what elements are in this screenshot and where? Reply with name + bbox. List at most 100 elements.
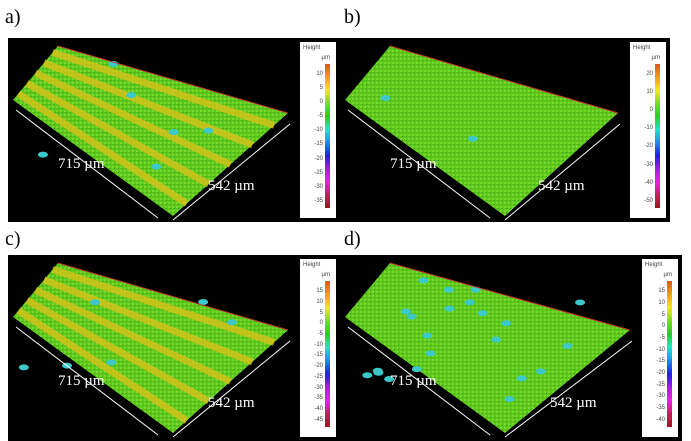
surface-pit — [151, 163, 162, 170]
colorbar-tick-label: -20 — [314, 363, 323, 370]
colorbar-tick-label: -10 — [314, 127, 323, 134]
surface-pit — [467, 135, 478, 142]
colorbar-tick-label: -15 — [314, 141, 323, 148]
colorbar-tick-label: 0 — [649, 107, 653, 114]
colorbar-gradient — [655, 64, 660, 208]
surface-pit — [422, 332, 433, 339]
axis-line — [57, 262, 289, 331]
groove — [25, 297, 211, 405]
width-dimension-label: 715 µm — [58, 373, 105, 389]
surface — [13, 263, 288, 433]
surface-pit — [37, 151, 48, 158]
surface-pit — [126, 92, 137, 99]
colorbar-title: Height — [645, 262, 663, 268]
groove — [51, 266, 276, 346]
depth-dimension-label: 542 µm — [550, 395, 597, 411]
colorbar-gradient — [325, 281, 330, 427]
colorbar-tick-label: 5 — [661, 311, 665, 318]
surface-pit — [406, 313, 417, 320]
surface-pit — [90, 299, 101, 306]
colorbar-tick-label: -5 — [317, 113, 323, 120]
colorbar-tick-label: -40 — [644, 179, 653, 186]
height-colorbar: Height µm 10 5 0 -5 -10 -15 -20 -25 -30 -35 — [300, 42, 336, 218]
colorbar-tick-label: 10 — [316, 71, 323, 78]
width-axis — [347, 109, 491, 219]
colorbar-tick-label: -35 — [314, 395, 323, 402]
colorbar-tick-label: -30 — [314, 183, 323, 190]
panel-label: a) — [5, 6, 21, 28]
surface — [13, 46, 288, 216]
surface-3d — [345, 262, 633, 438]
colorbar-gradient — [325, 64, 330, 208]
colorbar-tick-label: -20 — [656, 369, 665, 376]
surface-pit — [18, 364, 29, 371]
groove — [16, 90, 189, 207]
width-dimension-label: 715 µm — [390, 156, 437, 172]
colorbar-tick-label: 5 — [319, 85, 323, 92]
colorbar-unit: µm — [651, 55, 660, 61]
surface-pit — [373, 369, 384, 376]
panel-label: c) — [5, 228, 21, 250]
colorbar-tick-label: -35 — [314, 197, 323, 204]
colorbar-tick-label: -40 — [314, 405, 323, 412]
colorbar-tick-label: -40 — [656, 416, 665, 423]
colorbar-tick-label: -20 — [644, 143, 653, 150]
surface-pit — [491, 336, 502, 343]
width-axis — [15, 326, 159, 436]
width-dimension-label: 715 µm — [58, 156, 105, 172]
colorbar-tick-label: -25 — [656, 381, 665, 388]
colorbar-title: Height — [303, 262, 321, 268]
surface-pit — [418, 277, 429, 284]
colorbar-tick-label: 10 — [316, 298, 323, 305]
surface — [345, 46, 618, 216]
surface-pit — [477, 310, 488, 317]
groove — [34, 69, 232, 168]
surface-plot-panel: 715 µm 542 µm Height µm 15 10 5 0 -5 -10 -15 -20 -… — [8, 255, 340, 441]
groove — [42, 276, 254, 366]
axis-line — [57, 45, 289, 114]
colorbar-tick-label: 15 — [316, 288, 323, 295]
surface-pit — [384, 376, 395, 383]
axis-line — [389, 262, 631, 331]
depth-axis — [504, 123, 621, 221]
colorbar-tick-label: 20 — [646, 71, 653, 78]
colorbar-tick-label: -5 — [659, 334, 665, 341]
colorbar-tick-label: 0 — [319, 320, 323, 327]
surface — [345, 263, 630, 433]
colorbar-tick-label: -10 — [314, 341, 323, 348]
surface-pit — [575, 299, 586, 306]
panel-label: b) — [344, 6, 361, 28]
colorbar-tick-label: 5 — [319, 309, 323, 316]
surface-pit — [504, 395, 515, 402]
depth-dimension-label: 542 µm — [208, 178, 255, 194]
width-axis — [347, 326, 491, 436]
colorbar-unit: µm — [321, 272, 330, 278]
colorbar-unit: µm — [321, 55, 330, 61]
groove — [16, 307, 189, 424]
surface-pit — [226, 319, 237, 326]
colorbar-tick-label: 10 — [646, 89, 653, 96]
surface-pit — [535, 368, 546, 375]
panel-label: d) — [344, 228, 361, 250]
surface-pit — [168, 129, 179, 136]
surface-3d — [13, 262, 291, 438]
colorbar-unit: µm — [663, 272, 672, 278]
width-dimension-label: 715 µm — [390, 373, 437, 389]
depth-dimension-label: 542 µm — [538, 178, 585, 194]
colorbar-tick-label: -10 — [656, 346, 665, 353]
colorbar-title: Height — [633, 45, 651, 51]
colorbar-tick-label: 10 — [658, 299, 665, 306]
surface-pit — [464, 299, 475, 306]
colorbar-tick-label: -15 — [656, 358, 665, 365]
surface-pit — [562, 342, 573, 349]
colorbar-tick-label: 15 — [658, 288, 665, 295]
surface-pit — [501, 320, 512, 327]
colorbar-tick-label: -15 — [314, 352, 323, 359]
colorbar-tick-label: -5 — [317, 331, 323, 338]
colorbar-tick-label: -50 — [644, 197, 653, 204]
surface-pit — [380, 94, 391, 101]
width-axis — [15, 109, 159, 219]
surface-pit — [444, 305, 455, 312]
depth-axis — [172, 123, 291, 221]
height-colorbar: Height µm 15 10 5 0 -5 -10 -15 -20 -25 -30 -35 -40 -… — [300, 259, 336, 437]
